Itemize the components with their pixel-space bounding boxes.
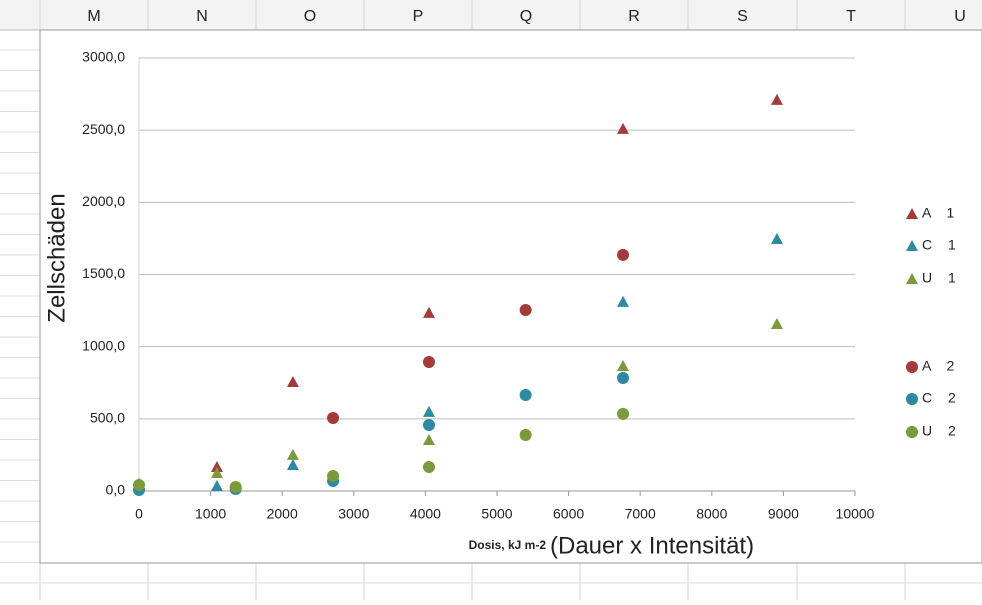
legend-label: C 1 [922, 237, 956, 253]
y-tick-label: 500,0 [90, 410, 125, 426]
data-point [327, 411, 340, 424]
y-axis-title: Zellschäden [43, 193, 70, 322]
x-tick-label: 5000 [481, 506, 512, 522]
data-point [210, 466, 223, 478]
data-point [617, 122, 630, 134]
column-header: O [304, 8, 316, 25]
y-tick-label: 2000,0 [82, 193, 125, 209]
x-tick-label: 0 [135, 506, 143, 522]
x-tick-label: 4000 [410, 506, 441, 522]
x-tick-label: 8000 [696, 506, 727, 522]
y-tick-label: 2500,0 [82, 121, 125, 137]
data-point [210, 479, 223, 491]
column-header-bar [0, 0, 982, 30]
data-point [617, 371, 630, 384]
x-tick-label: 3000 [338, 506, 369, 522]
legend-marker [906, 208, 918, 219]
column-header: U [954, 8, 966, 25]
data-point [327, 469, 340, 482]
data-point [770, 318, 783, 330]
data-point [617, 407, 630, 420]
data-point [422, 306, 435, 318]
data-point [770, 93, 783, 105]
data-point [617, 248, 630, 261]
column-header: S [737, 8, 748, 25]
x-tick-label: 9000 [768, 506, 799, 522]
data-point [422, 419, 435, 432]
column-header: P [413, 8, 424, 25]
legend-label: A 2 [922, 358, 954, 374]
x-tick-label: 1000 [195, 506, 226, 522]
y-tick-label: 1500,0 [82, 265, 125, 281]
data-point [770, 232, 783, 244]
chart-area[interactable] [39, 29, 982, 564]
legend-marker [906, 426, 918, 438]
data-point [617, 360, 630, 372]
legend-label: C 2 [922, 390, 956, 406]
data-point [422, 434, 435, 446]
data-point [519, 304, 532, 317]
data-point [422, 355, 435, 368]
data-point [422, 461, 435, 474]
data-point [210, 461, 223, 473]
data-point [519, 389, 532, 402]
data-point [286, 459, 299, 471]
y-tick-label: 0,0 [106, 482, 126, 498]
legend-marker [906, 273, 918, 284]
column-header: N [196, 8, 208, 25]
column-header: Q [520, 8, 532, 25]
data-point [286, 376, 299, 388]
data-point [422, 405, 435, 417]
data-point [133, 478, 145, 491]
column-header: R [628, 8, 640, 25]
x-axis-title-note: (Dauer x Intensität) [550, 532, 754, 559]
legend-label: A 1 [922, 205, 954, 221]
x-tick-label: 10000 [836, 506, 875, 522]
legend-marker [906, 361, 918, 373]
x-tick-label: 7000 [625, 506, 656, 522]
legend-label: U 1 [922, 270, 956, 286]
legend-marker [906, 240, 918, 251]
column-header: M [87, 8, 100, 25]
y-tick-label: 3000,0 [82, 49, 125, 65]
legend-label: U 2 [922, 423, 956, 439]
data-point [286, 448, 299, 460]
data-point [617, 295, 630, 307]
x-tick-label: 2000 [267, 506, 298, 522]
x-tick-label: 6000 [553, 506, 584, 522]
y-tick-label: 1000,0 [82, 337, 125, 353]
data-point [519, 428, 532, 441]
data-point [229, 480, 242, 493]
x-axis-title: Dosis, kJ m-2 [469, 538, 547, 552]
column-header: T [846, 8, 856, 25]
legend-marker [906, 393, 918, 405]
